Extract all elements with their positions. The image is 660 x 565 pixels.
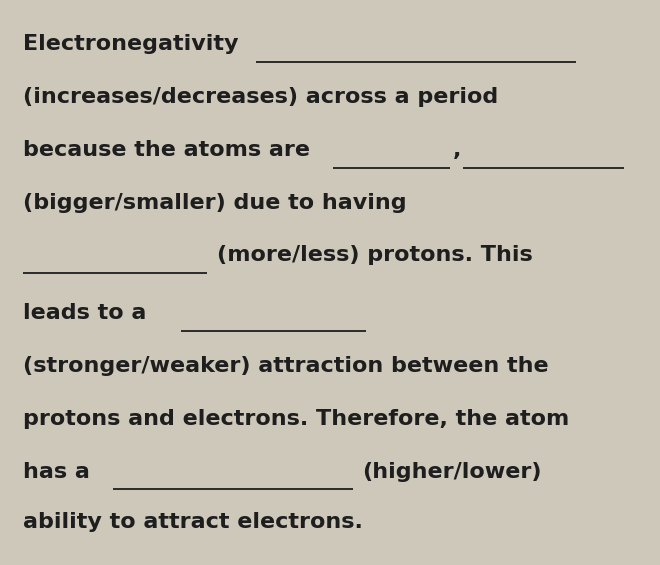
Text: has a: has a [22,462,90,481]
Text: Electronegativity: Electronegativity [22,34,238,54]
Text: (higher/lower): (higher/lower) [362,462,542,481]
Text: leads to a: leads to a [22,303,146,323]
Text: ability to attract electrons.: ability to attract electrons. [22,512,362,532]
Text: (bigger/smaller) due to having: (bigger/smaller) due to having [22,193,407,212]
Text: protons and electrons. Therefore, the atom: protons and electrons. Therefore, the at… [22,409,569,429]
Text: (stronger/weaker) attraction between the: (stronger/weaker) attraction between the [22,356,548,376]
Text: ,: , [453,140,461,160]
Text: (more/less) protons. This: (more/less) protons. This [216,245,533,266]
Text: because the atoms are: because the atoms are [22,140,310,160]
Text: (increases/decreases) across a period: (increases/decreases) across a period [22,87,498,107]
